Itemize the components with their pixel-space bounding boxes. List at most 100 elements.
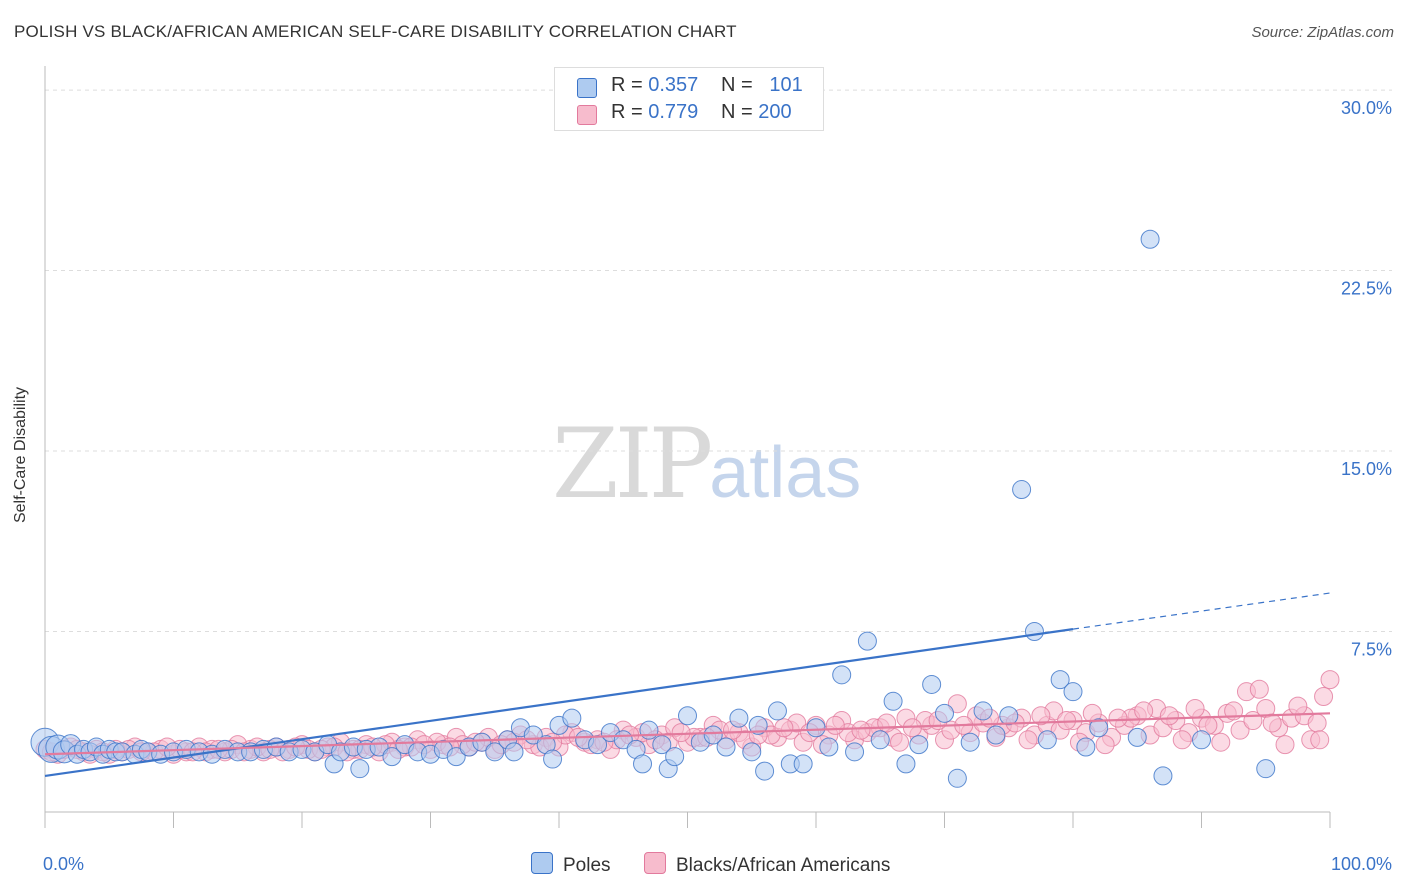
blacks-point [1095,735,1115,755]
legend-item-blacks: Blacks/African Americans [644,852,890,877]
poles-point [935,703,954,723]
blacks-swatch [577,105,597,125]
y-tick-label: 7.5% [1351,640,1392,660]
blacks-point [1185,699,1205,719]
poles-point [1012,480,1032,500]
blacks-point [1314,686,1334,706]
chart-title: POLISH VS BLACK/AFRICAN AMERICAN SELF-CA… [14,22,737,41]
poles-point [1076,737,1096,757]
poles-point [678,706,697,726]
poles-point [633,754,653,774]
poles-r: R = 0.357 [611,74,699,96]
blacks-point [1249,679,1269,699]
poles-point [1256,759,1276,779]
poles-point [729,708,749,728]
poles-point [870,730,890,750]
blacks-point [1172,730,1192,750]
poles-point [845,742,865,762]
poles-point [543,749,563,769]
watermark-zip: ZIP [552,408,713,520]
poles-point [472,732,492,752]
poles-point [446,747,466,767]
blacks-point [890,732,910,752]
y-tick-label: 30.0% [1341,98,1392,118]
poles-point [703,725,723,745]
poles-point [1037,730,1057,750]
poles-point [1063,682,1083,702]
y-tick-label: 22.5% [1341,279,1392,299]
blacks-point [1320,670,1340,690]
blacks-point [825,715,845,735]
poles-point [562,708,582,728]
poles-point [883,691,903,711]
x-tick-label-min: 0.0% [43,854,84,874]
poles-point [1024,622,1044,642]
blacks-point [851,720,871,740]
legend-item-poles: Poles [531,852,611,877]
poles-point [504,742,524,762]
poles-point [793,754,813,774]
poles-point [755,761,775,781]
poles-trend-line [44,628,1074,777]
source-credit: Source: ZipAtlas.com [1251,24,1394,41]
poles-point [832,665,852,685]
blacks-point [1262,713,1282,733]
poles-n: N = 101 [721,74,803,96]
poles-point [1089,718,1109,738]
blacks-point [877,713,897,733]
blacks-point [1031,706,1051,726]
blacks-point [774,718,794,738]
poles-point [909,735,929,755]
poles-point [748,715,768,735]
blacks-point [1108,708,1128,728]
blacks-r: R = 0.779 [611,101,699,123]
poles-point [485,742,505,762]
poles-point [1153,766,1173,786]
poles-point [1127,727,1147,747]
poles-point [999,706,1019,726]
poles-trend-line-projection [1072,592,1331,630]
poles-point [639,720,659,740]
blacks-point [1307,713,1327,733]
blacks-point [1230,720,1250,740]
watermark: ZIPatlas [552,408,861,520]
poles-point [665,747,685,767]
y-tick-label: 15.0% [1341,459,1392,479]
blacks-point [1275,735,1295,755]
blacks-point [1211,732,1231,752]
poles-point [1140,229,1160,249]
blacks-point [1288,696,1308,716]
poles-point [1192,730,1211,750]
blacks-point [1018,730,1038,750]
poles-point [986,725,1006,745]
poles-point [382,747,402,767]
poles-legend-swatch [531,852,553,874]
poles-point [806,718,826,738]
series-legend: Poles Blacks/African Americans [0,852,1406,878]
poles-point [922,674,942,694]
poles-point [947,768,967,788]
blacks-point [671,723,691,743]
poles-point [973,701,993,721]
correlation-legend: R = 0.357 N = 101 R = 0.779 N = 200 [554,67,824,131]
watermark-atlas: atlas [709,433,862,513]
poles-point [896,754,916,774]
poles-point [857,631,877,651]
poles-point [350,759,370,779]
poles-point [767,701,787,721]
x-tick-label-max: 100.0% [1331,854,1392,874]
poles-point [716,737,736,757]
poles-point [742,742,762,762]
poles-point [960,732,980,752]
blacks-point [1310,730,1330,750]
blacks-n: N = 200 [721,101,792,123]
blacks-point [947,694,967,714]
poles-swatch [577,78,597,98]
blacks-trend-line [44,712,1331,756]
blacks-point [1159,706,1179,726]
poles-point [819,737,839,757]
blacks-point [1134,701,1154,721]
blacks-legend-swatch [644,852,666,874]
poles-point [1050,670,1070,690]
